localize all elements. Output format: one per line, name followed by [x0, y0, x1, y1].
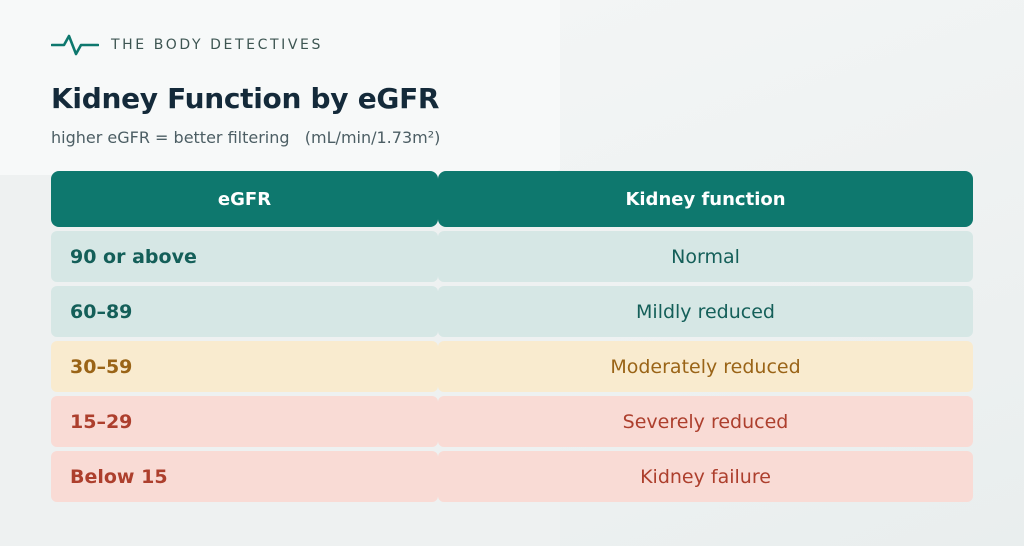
header-kidney-function: Kidney function	[438, 171, 973, 227]
table-row: 60–89 Mildly reduced	[51, 286, 973, 337]
kidney-function-value: Normal	[438, 231, 973, 282]
background-panel	[0, 0, 580, 175]
table-header-row: eGFR Kidney function	[51, 171, 973, 227]
egfr-value: Below 15	[51, 451, 438, 502]
table-row: 15–29 Severely reduced	[51, 396, 973, 447]
header-egfr: eGFR	[51, 171, 438, 227]
kidney-function-value: Kidney failure	[438, 451, 973, 502]
egfr-value: 90 or above	[51, 231, 438, 282]
egfr-value: 30–59	[51, 341, 438, 392]
table-row: 90 or above Normal	[51, 231, 973, 282]
page-subtitle: higher eGFR = better filtering (mL/min/1…	[51, 128, 441, 147]
kidney-function-value: Moderately reduced	[438, 341, 973, 392]
egfr-value: 15–29	[51, 396, 438, 447]
table-row: Below 15 Kidney failure	[51, 451, 973, 502]
heartbeat-line-icon	[51, 34, 99, 56]
kidney-function-value: Severely reduced	[438, 396, 973, 447]
egfr-value: 60–89	[51, 286, 438, 337]
kidney-function-value: Mildly reduced	[438, 286, 973, 337]
table-row: 30–59 Moderately reduced	[51, 341, 973, 392]
page-title: Kidney Function by eGFR	[51, 82, 440, 115]
brand: THE BODY DETECTIVES	[51, 33, 323, 57]
egfr-table: eGFR Kidney function 90 or above Normal …	[51, 171, 973, 506]
brand-name: THE BODY DETECTIVES	[111, 37, 323, 53]
